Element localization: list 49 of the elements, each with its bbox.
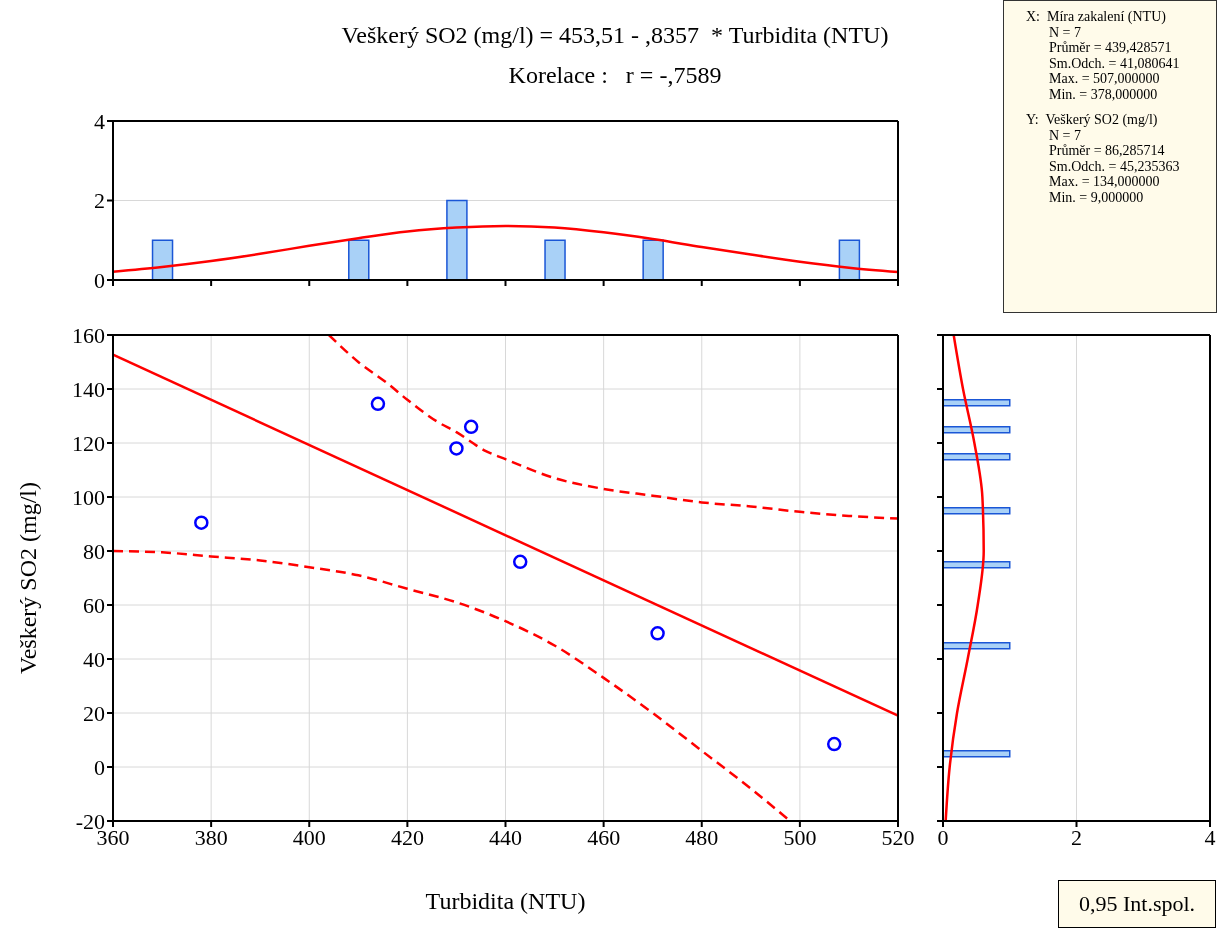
y-axis-title: Veškerý SO2 (mg/l) — [15, 481, 42, 676]
x-tick-label: 380 — [194, 824, 228, 850]
x-tick-label: 400 — [292, 824, 326, 850]
y-tick-label: 40 — [83, 646, 105, 672]
x-tick-label: 4 — [1204, 824, 1216, 850]
x-tick-label: 440 — [489, 824, 522, 850]
x-tick-label: 520 — [881, 824, 915, 850]
x-tick-label: 500 — [783, 824, 817, 850]
text: 0,95 Int.spol. — [1058, 880, 1216, 928]
x-tick-label: 420 — [390, 824, 424, 850]
x-tick-label: 2 — [1071, 824, 1082, 850]
x-tick-label: 480 — [685, 824, 719, 850]
chart-subtitle: Korelace : r = -,7589 — [508, 62, 722, 88]
x-tick-label: 0 — [937, 824, 949, 850]
y-tick-label: 0 — [94, 267, 105, 293]
text: Min. = 378,000000 — [1049, 86, 1158, 102]
y-tick-label: 2 — [94, 188, 105, 214]
y-tick-label: 60 — [83, 592, 105, 618]
text: Průměr = 439,428571 — [1049, 40, 1172, 56]
text: N = 7 — [1049, 24, 1082, 40]
text: Min. = 9,000000 — [1049, 189, 1144, 205]
point — [449, 441, 464, 456]
y-tick-label: 4 — [94, 108, 105, 134]
y-tick-label: 120 — [72, 430, 105, 456]
y-tick-label: 140 — [72, 376, 105, 402]
y-tick-label: 160 — [72, 322, 105, 348]
text: Průměr = 86,285714 — [1049, 143, 1165, 159]
text: Max. = 507,000000 — [1049, 71, 1160, 87]
point — [194, 515, 209, 530]
y-tick-label: 0 — [94, 754, 105, 780]
point — [463, 419, 479, 435]
text: Y: Veškerý SO2 (mg/l) — [1026, 112, 1158, 128]
text: Sm.Odch. = 45,235363 — [1049, 158, 1180, 174]
point — [826, 736, 842, 752]
line-series — [327, 335, 898, 520]
text: X: Míra zakalení (NTU) — [1026, 9, 1166, 25]
y-tick-label: 20 — [83, 700, 105, 726]
text: Sm.Odch. = 41,080641 — [1049, 55, 1180, 71]
text: Max. = 134,000000 — [1049, 174, 1160, 190]
x-tick-label: 460 — [587, 824, 621, 850]
y-tick-label: 100 — [72, 484, 105, 510]
x-axis-title: Turbidita (NTU) — [424, 888, 587, 915]
y-tick-label: 80 — [83, 538, 105, 564]
chart-title: Veškerý SO2 (mg/l) = 453,51 - ,8357 * Turbidita (NTU) — [341, 22, 889, 48]
text: N = 7 — [1049, 127, 1082, 143]
line-series — [113, 224, 898, 274]
point — [650, 626, 665, 641]
point — [512, 554, 528, 570]
point — [370, 396, 386, 412]
